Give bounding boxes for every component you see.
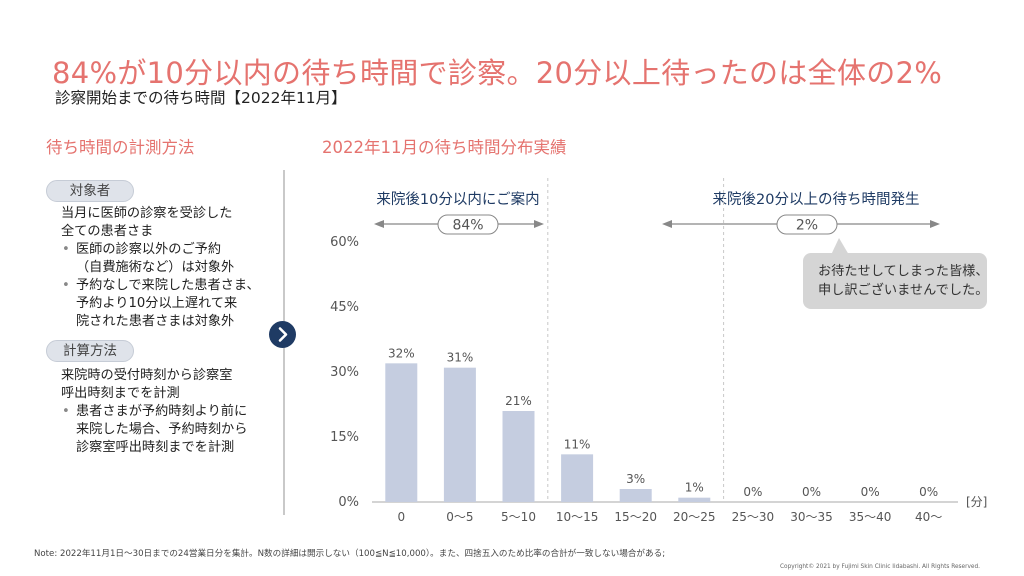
data-label: 0% <box>861 485 880 499</box>
target-pill: 対象者 <box>46 180 134 202</box>
bullet-line: 患者さまが予約時刻より前に <box>76 404 248 419</box>
bullet-dot: • <box>62 404 70 419</box>
bar <box>385 363 418 502</box>
right-arrowhead <box>534 220 544 228</box>
x-tick-label: 30～35 <box>790 510 833 524</box>
method-bullet: • 患者さまが予約時刻より前に 来院した場合、予約時刻から 診察室呼出時刻までを… <box>62 403 248 457</box>
bullet-line: 医師の診察以外のご予約 <box>76 242 222 257</box>
left-bracket-label: 来院後10分以内にご案内 <box>376 190 539 208</box>
x-tick-label: 40～ <box>915 510 942 524</box>
wait-time-bar-chart: 来院後10分以内にご案内 84% 来院後20分以上の待ち時間発生 2% 0% 15… <box>330 178 987 524</box>
right-arrowhead <box>930 220 940 228</box>
data-label: 11% <box>564 437 591 451</box>
data-label: 0% <box>743 485 762 499</box>
data-label: 32% <box>388 346 415 360</box>
footnote: Note: 2022年11月1日～30日までの24営業日分を集計。N数の詳細は開… <box>34 549 666 559</box>
bar <box>561 454 594 502</box>
data-label: 0% <box>802 485 821 499</box>
y-tick-label: 30% <box>330 365 359 380</box>
method-text: 来院時の受付時刻から診察室 呼出時刻までを計測 <box>61 367 232 403</box>
callout-text: お待たせしてしまった皆様、 申し訳ございませんでした。 <box>818 262 989 300</box>
data-label: 3% <box>626 472 645 486</box>
apology-callout <box>803 253 987 309</box>
x-tick-label: 20～25 <box>673 510 716 524</box>
callout-line: お待たせしてしまった皆様、 <box>818 264 989 279</box>
callout-line: 申し訳ございませんでした。 <box>818 283 989 298</box>
bullet-line: （自費施術など）は対象外 <box>76 260 235 275</box>
bullet-line: 来院した場合、予約時刻から <box>76 422 248 437</box>
x-tick-label: 5～10 <box>501 510 536 524</box>
copyright: Copyright© 2021 by Fujimi Skin Clinic Ii… <box>780 564 981 570</box>
method-text-line: 来院時の受付時刻から診察室 <box>61 368 233 383</box>
right-bracket-label: 来院後20分以上の待ち時間発生 <box>713 191 920 208</box>
target-text: 当月に医師の診察を受診した 全ての患者さま <box>61 205 232 241</box>
left-bracket-pill <box>437 214 499 235</box>
bullet-line: 予約なしで来院した患者さま、 <box>76 278 260 293</box>
left-arrowhead <box>662 220 672 228</box>
bullet-dot: • <box>62 278 70 293</box>
chart-plot: 0% 15% 30% 45% 60% 32% 0 31% 0～5 21% 5～10 11% 10～15 3… <box>330 178 987 524</box>
bar <box>502 411 535 502</box>
callout-tail <box>831 238 849 255</box>
bullet-line: 院された患者さまは対象外 <box>76 314 235 329</box>
x-tick-label: 0～5 <box>446 510 473 524</box>
target-text-line: 当月に医師の診察を受診した <box>61 206 233 221</box>
x-tick-label: 15～20 <box>614 510 657 524</box>
bullet-dot: • <box>62 242 70 257</box>
bar <box>678 497 711 502</box>
chart-heading: 2022年11月の待ち時間分布実績 <box>322 138 567 157</box>
method-text-line: 呼出時刻までを計測 <box>61 386 180 401</box>
right-bracket-pill <box>776 214 838 235</box>
x-tick-label: 25～30 <box>732 510 775 524</box>
bullet-line: 予約より10分以上遅れて来 <box>76 296 238 311</box>
left-arrowhead <box>374 220 384 228</box>
x-tick-label: 0 <box>397 510 405 524</box>
x-unit-label: [分] <box>966 495 987 509</box>
data-label: 0% <box>919 485 938 499</box>
y-tick-label: 45% <box>330 300 359 315</box>
y-tick-label: 15% <box>330 430 359 445</box>
chevron-right-icon <box>269 321 296 348</box>
bullet-line: 診察室呼出時刻までを計測 <box>76 440 235 455</box>
left-bracket-value: 84% <box>452 218 483 234</box>
page-title: 84%が10分以内の待ち時間で診察。20分以上待ったのは全体の2% <box>52 56 943 90</box>
y-tick-label: 0% <box>338 495 359 510</box>
target-bullet: • 予約なしで来院した患者さま、 予約より10分以上遅れて来 院された患者さまは… <box>62 277 260 331</box>
data-label: 31% <box>447 351 474 365</box>
bar <box>619 489 652 502</box>
page-subtitle: 診察開始までの待ち時間【2022年11月】 <box>55 89 347 107</box>
x-tick-label: 10～15 <box>556 510 599 524</box>
right-bracket-value: 2% <box>796 218 818 234</box>
method-heading: 待ち時間の計測方法 <box>46 138 195 157</box>
data-label: 21% <box>505 394 532 408</box>
bracket-annotations: 来院後10分以内にご案内 84% 来院後20分以上の待ち時間発生 2% <box>374 190 940 235</box>
y-tick-label: 60% <box>330 235 359 250</box>
target-bullet: • 医師の診察以外のご予約 （自費施術など）は対象外 <box>62 241 235 277</box>
data-label: 1% <box>685 481 704 495</box>
method-pill: 計算方法 <box>46 340 134 362</box>
target-text-line: 全ての患者さま <box>61 224 154 239</box>
bar <box>443 367 476 502</box>
x-tick-label: 35～40 <box>849 510 892 524</box>
